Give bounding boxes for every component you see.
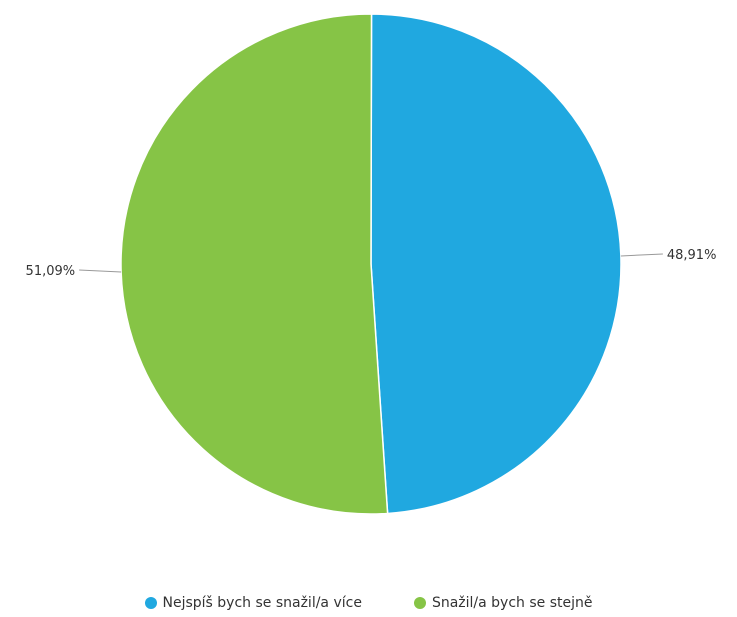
legend-item-more-effort[interactable]: Nejspíš bych se snažil/a více [144, 592, 362, 614]
legend-marker-green [413, 597, 426, 609]
pie-slice-0[interactable] [370, 13, 622, 515]
legend: Nejspíš bych se snažil/a více Snažil/a b… [0, 592, 737, 614]
pie-slice-1[interactable] [120, 13, 389, 515]
legend-label: Nejspíš bych se snažil/a více [162, 595, 362, 611]
legend-marker-blue [144, 597, 157, 609]
legend-label: Snažil/a bych se stejně [431, 595, 593, 611]
data-label-1: 51,09% [26, 264, 76, 279]
legend-item-same-effort[interactable]: Snažil/a bych se stejně [413, 592, 593, 614]
leader-line-1 [79, 269, 122, 273]
pie-chart: 48,91% 51,09% [26, 13, 717, 515]
leader-line-0 [620, 253, 663, 257]
data-label-0: 48,91% [667, 248, 717, 263]
